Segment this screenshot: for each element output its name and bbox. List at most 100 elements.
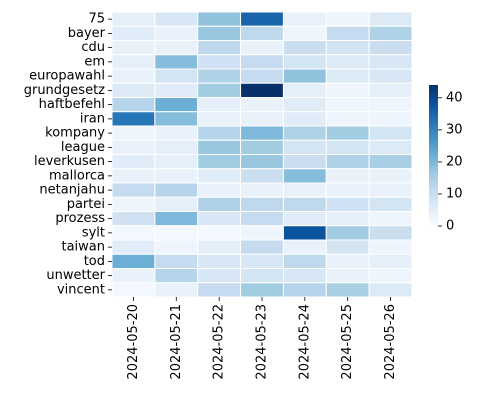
colorbar-tick-label: 0 <box>446 219 454 234</box>
colorbar: 0 10 20 30 40 <box>429 85 463 234</box>
row-labels: 75bayercduemeuropawahlgrundgesetzhaftbef… <box>24 12 112 297</box>
heatmap-cell-netanjahu-2024-05-21 <box>154 182 199 198</box>
heatmap-cell-netanjahu-2024-05-25 <box>325 182 370 198</box>
heatmap-cell-grundgesetz-2024-05-23 <box>240 82 284 98</box>
heatmap-cell-prozess-2024-05-24 <box>282 211 327 227</box>
heatmap-cells <box>111 11 413 298</box>
heatmap-cell-partei-2024-05-25 <box>325 196 370 212</box>
heatmap-cell-netanjahu-2024-05-26 <box>368 182 413 198</box>
row-label: netanjahu <box>39 183 105 198</box>
heatmap-cell-bayer-2024-05-23 <box>240 25 284 41</box>
heatmap-cell-kompany-2024-05-26 <box>368 125 413 141</box>
heatmap-cell-taiwan-2024-05-24 <box>282 239 327 255</box>
heatmap-cell-mallorca-2024-05-22 <box>197 168 242 184</box>
heatmap-cell-mallorca-2024-05-20 <box>111 168 156 184</box>
heatmap-cell-bayer-2024-05-24 <box>282 25 327 41</box>
heatmap-cell-em-2024-05-25 <box>325 54 370 70</box>
heatmap-cell-grundgesetz-2024-05-20 <box>111 82 156 98</box>
heatmap-cell-grundgesetz-2024-05-25 <box>325 82 370 98</box>
heatmap-cell-em-2024-05-21 <box>154 54 199 70</box>
heatmap-cell-europawahl-2024-05-23 <box>240 68 284 84</box>
heatmap-cell-iran-2024-05-24 <box>282 111 327 127</box>
heatmap-cell-iran-2024-05-22 <box>197 111 242 127</box>
column-label: 2024-05-25 <box>340 304 355 380</box>
heatmap-cell-leverkusen-2024-05-21 <box>154 154 199 170</box>
column-label: 2024-05-26 <box>383 304 398 380</box>
heatmap-cell-unwetter-2024-05-23 <box>240 268 284 284</box>
heatmap-cell-haftbefehl-2024-05-21 <box>154 97 199 113</box>
heatmap-cell-partei-2024-05-21 <box>154 196 199 212</box>
row-label: partei <box>67 197 105 212</box>
row-label: kompany <box>45 126 105 141</box>
heatmap-cell-em-2024-05-23 <box>240 54 284 70</box>
column-label: 2024-05-23 <box>255 304 270 380</box>
heatmap-cell-grundgesetz-2024-05-22 <box>197 82 242 98</box>
column-label: 2024-05-24 <box>297 304 312 380</box>
heatmap-cell-tod-2024-05-24 <box>282 253 327 269</box>
heatmap-cell-iran-2024-05-21 <box>154 111 199 127</box>
row-label: bayer <box>68 26 106 41</box>
heatmap-cell-cdu-2024-05-24 <box>282 40 327 56</box>
heatmap-cell-iran-2024-05-23 <box>240 111 284 127</box>
heatmap-cell-unwetter-2024-05-20 <box>111 268 156 284</box>
heatmap-cell-bayer-2024-05-21 <box>154 25 199 41</box>
heatmap-cell-europawahl-2024-05-21 <box>154 68 199 84</box>
colorbar-tick-label: 20 <box>446 154 463 169</box>
heatmap-cell-prozess-2024-05-25 <box>325 211 370 227</box>
heatmap-cell-kompany-2024-05-25 <box>325 125 370 141</box>
heatmap-cell-taiwan-2024-05-20 <box>111 239 156 255</box>
heatmap-cell-taiwan-2024-05-23 <box>240 239 284 255</box>
heatmap-cell-grundgesetz-2024-05-26 <box>368 82 413 98</box>
row-label: em <box>84 54 105 69</box>
row-label: cdu <box>81 40 105 55</box>
heatmap-cell-75-2024-05-24 <box>282 11 327 27</box>
row-label: league <box>61 140 105 155</box>
heatmap-cell-cdu-2024-05-22 <box>197 40 242 56</box>
heatmap-cell-europawahl-2024-05-25 <box>325 68 370 84</box>
heatmap-cell-cdu-2024-05-26 <box>368 40 413 56</box>
heatmap-cell-iran-2024-05-20 <box>111 111 156 127</box>
heatmap-cell-75-2024-05-23 <box>240 11 284 27</box>
heatmap-cell-haftbefehl-2024-05-22 <box>197 97 242 113</box>
heatmap-cell-iran-2024-05-25 <box>325 111 370 127</box>
heatmap-cell-em-2024-05-20 <box>111 54 156 70</box>
heatmap-cell-haftbefehl-2024-05-26 <box>368 97 413 113</box>
heatmap-cell-leverkusen-2024-05-24 <box>282 154 327 170</box>
heatmap-cell-leverkusen-2024-05-20 <box>111 154 156 170</box>
heatmap-cell-mallorca-2024-05-24 <box>282 168 327 184</box>
heatmap-cell-vincent-2024-05-21 <box>154 282 199 298</box>
row-label: leverkusen <box>34 154 105 169</box>
heatmap-cell-league-2024-05-25 <box>325 139 370 155</box>
heatmap-cell-vincent-2024-05-26 <box>368 282 413 298</box>
heatmap-cell-grundgesetz-2024-05-24 <box>282 82 327 98</box>
heatmap-cell-leverkusen-2024-05-25 <box>325 154 370 170</box>
heatmap-cell-vincent-2024-05-20 <box>111 282 156 298</box>
heatmap-cell-kompany-2024-05-23 <box>240 125 284 141</box>
heatmap-cell-haftbefehl-2024-05-23 <box>240 97 284 113</box>
heatmap-cell-kompany-2024-05-22 <box>197 125 242 141</box>
heatmap-cell-unwetter-2024-05-22 <box>197 268 242 284</box>
heatmap-cell-sylt-2024-05-23 <box>240 225 284 241</box>
heatmap-cell-75-2024-05-22 <box>197 11 242 27</box>
heatmap-cell-netanjahu-2024-05-23 <box>240 182 284 198</box>
heatmap-cell-prozess-2024-05-22 <box>197 211 242 227</box>
row-label: vincent <box>57 282 105 297</box>
heatmap-cell-sylt-2024-05-26 <box>368 225 413 241</box>
heatmap-cell-taiwan-2024-05-26 <box>368 239 413 255</box>
heatmap-cell-em-2024-05-24 <box>282 54 327 70</box>
heatmap-cell-league-2024-05-20 <box>111 139 156 155</box>
heatmap-cell-tod-2024-05-23 <box>240 253 284 269</box>
column-label: 2024-05-20 <box>126 304 141 380</box>
heatmap-cell-prozess-2024-05-20 <box>111 211 156 227</box>
heatmap-cell-europawahl-2024-05-20 <box>111 68 156 84</box>
row-label: tod <box>84 254 105 269</box>
heatmap-cell-unwetter-2024-05-26 <box>368 268 413 284</box>
row-label: haftbefehl <box>39 97 105 112</box>
heatmap-cell-75-2024-05-26 <box>368 11 413 27</box>
heatmap-cell-haftbefehl-2024-05-25 <box>325 97 370 113</box>
heatmap-cell-tod-2024-05-21 <box>154 253 199 269</box>
heatmap-cell-75-2024-05-21 <box>154 11 199 27</box>
row-label: 75 <box>88 12 105 27</box>
heatmap-cell-vincent-2024-05-23 <box>240 282 284 298</box>
heatmap-cell-sylt-2024-05-20 <box>111 225 156 241</box>
